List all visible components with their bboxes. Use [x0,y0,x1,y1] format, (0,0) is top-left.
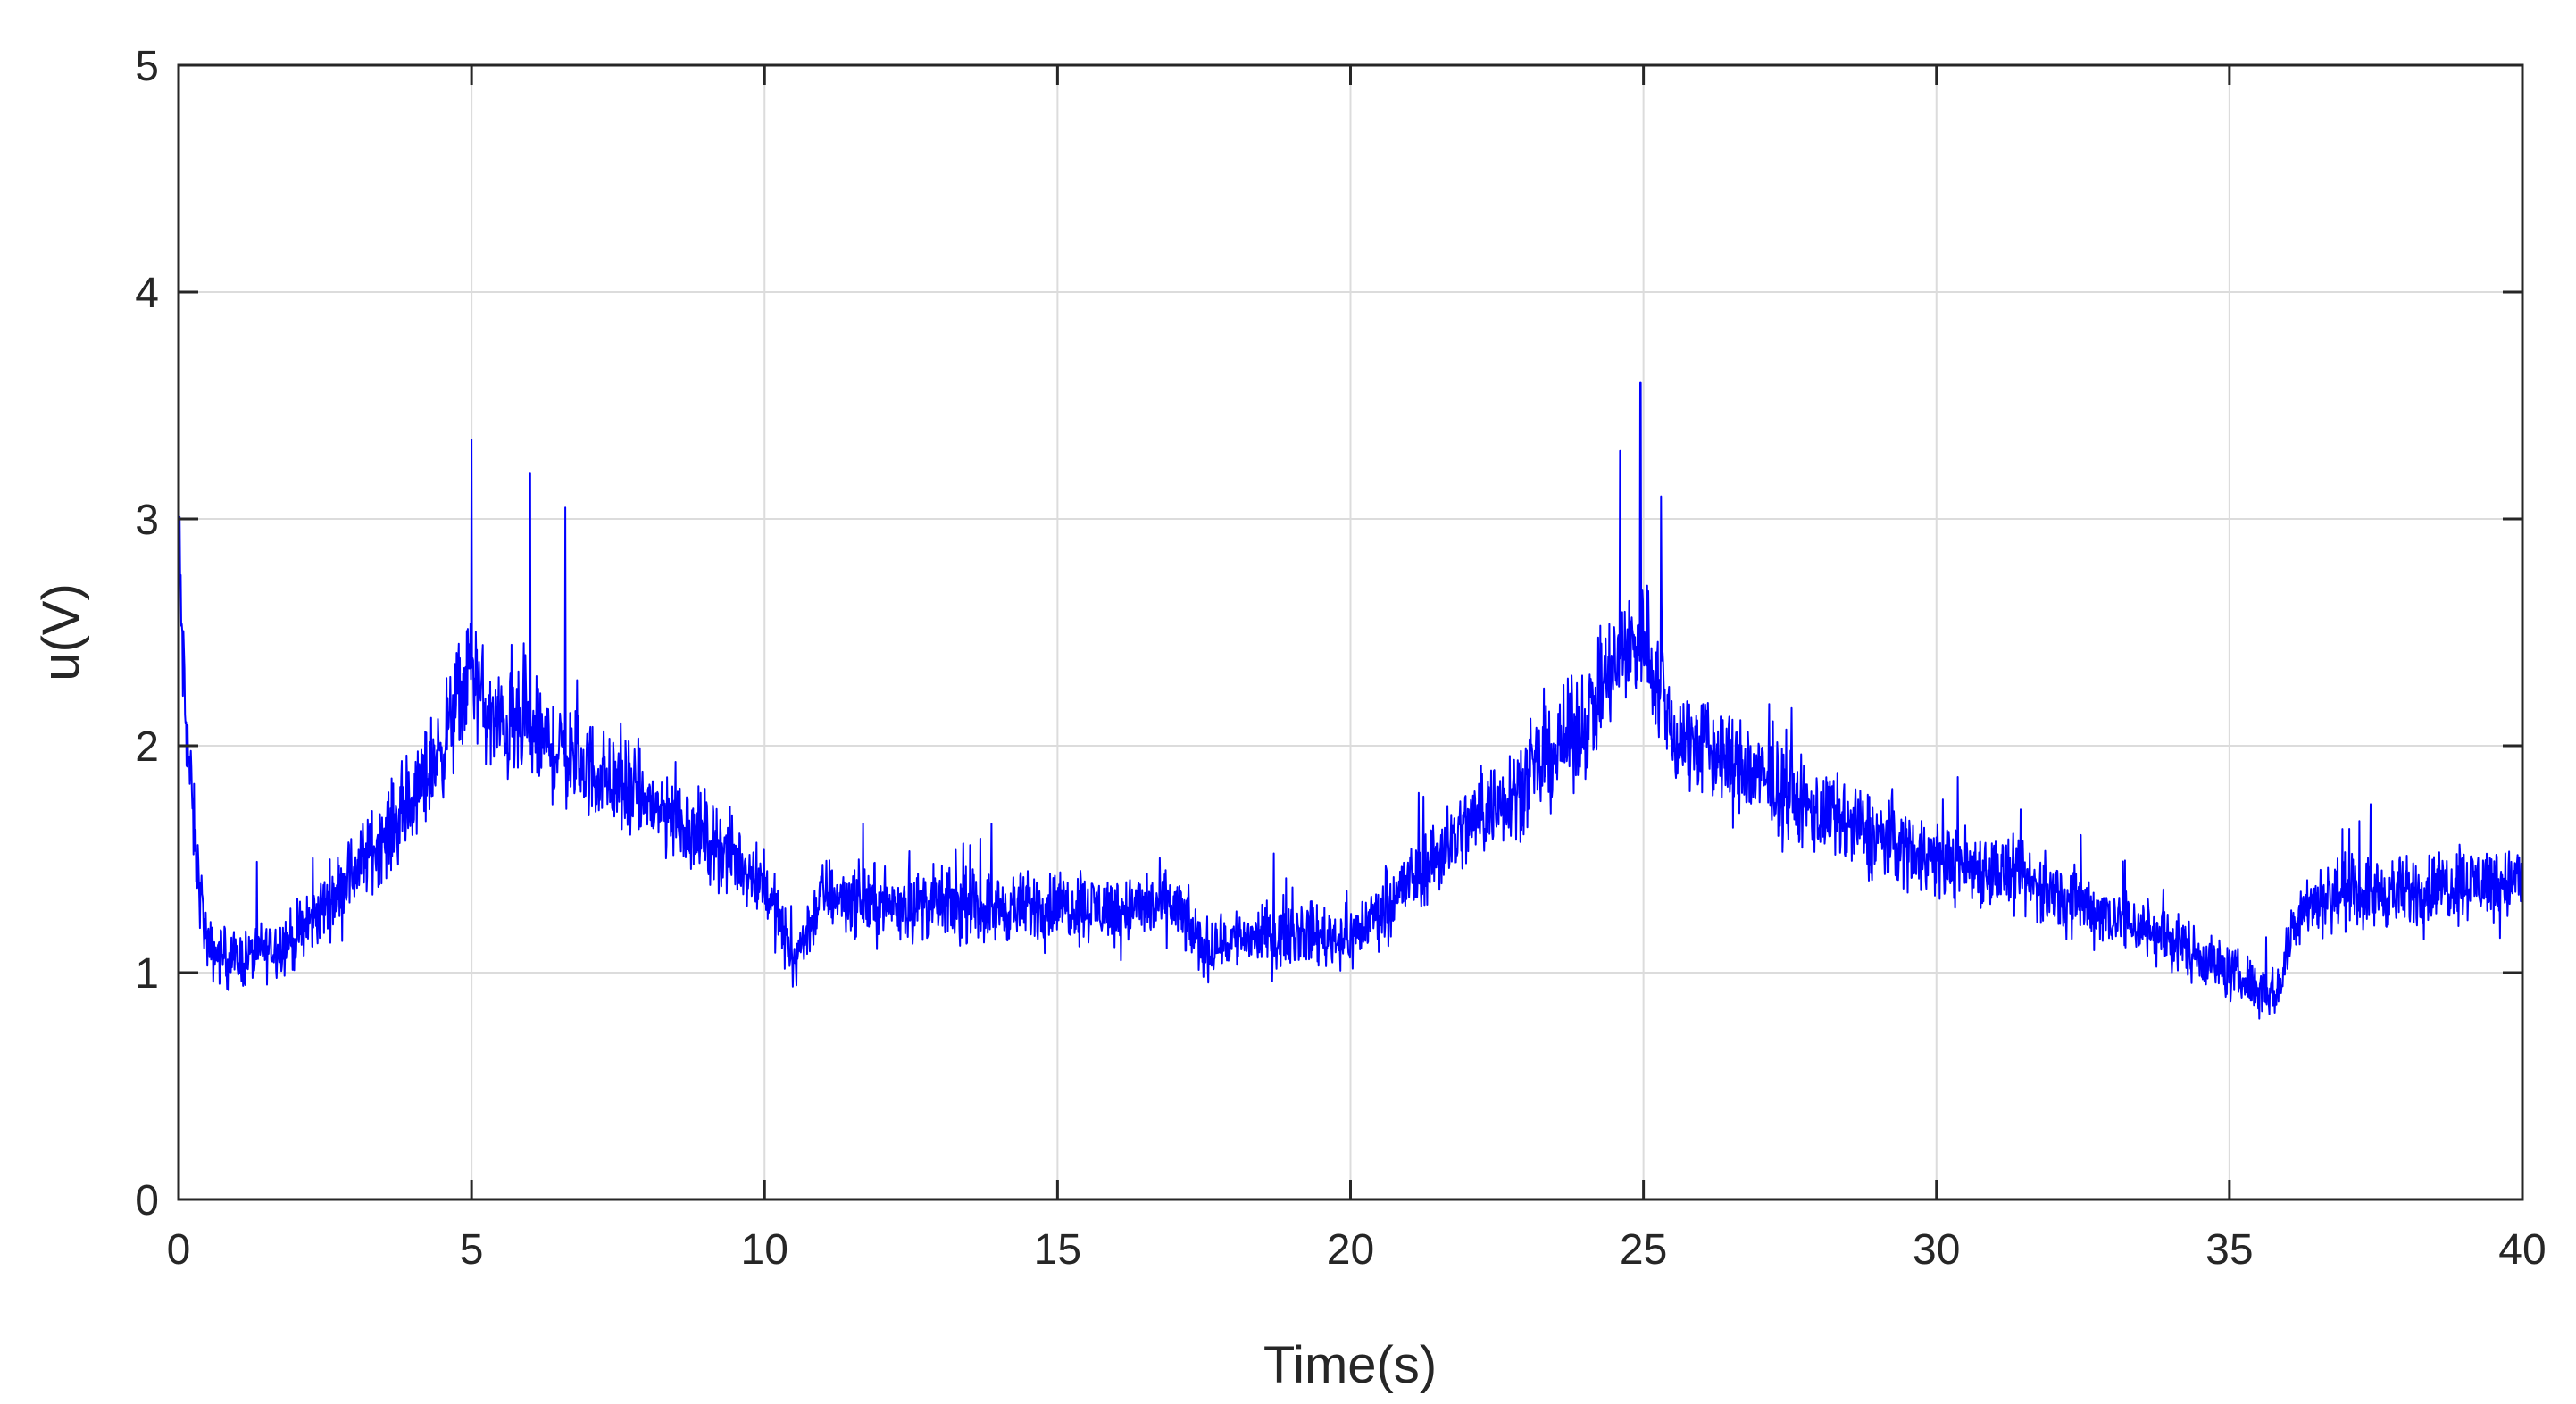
y-tick-labels: 0 1 2 3 4 5 [135,43,159,1224]
x-tick-label: 10 [741,1226,788,1274]
y-tick-label: 4 [135,270,159,317]
y-tick-label: 0 [135,1177,159,1224]
x-tick-label: 0 [167,1226,191,1274]
y-tick-label: 1 [135,950,159,998]
x-tick-label: 20 [1327,1226,1374,1274]
y-axis-label: u(V) [32,583,90,681]
x-tick-label: 35 [2205,1226,2253,1274]
x-tick-label: 30 [1913,1226,1960,1274]
x-tick-label: 40 [2498,1226,2546,1274]
y-tick-label: 5 [135,43,159,90]
y-tick-label: 3 [135,497,159,544]
signal-trace [178,381,2523,1020]
x-tick-label: 15 [1034,1226,1081,1274]
y-tick-label: 2 [135,723,159,771]
x-tick-labels: 0 5 10 15 20 25 30 35 40 [167,1226,2547,1274]
x-axis-label: Time(s) [1263,1336,1437,1394]
x-tick-label: 25 [1620,1226,1667,1274]
axis-ticks [177,63,2524,1201]
series-line [178,381,2523,1020]
x-tick-label: 5 [460,1226,484,1274]
